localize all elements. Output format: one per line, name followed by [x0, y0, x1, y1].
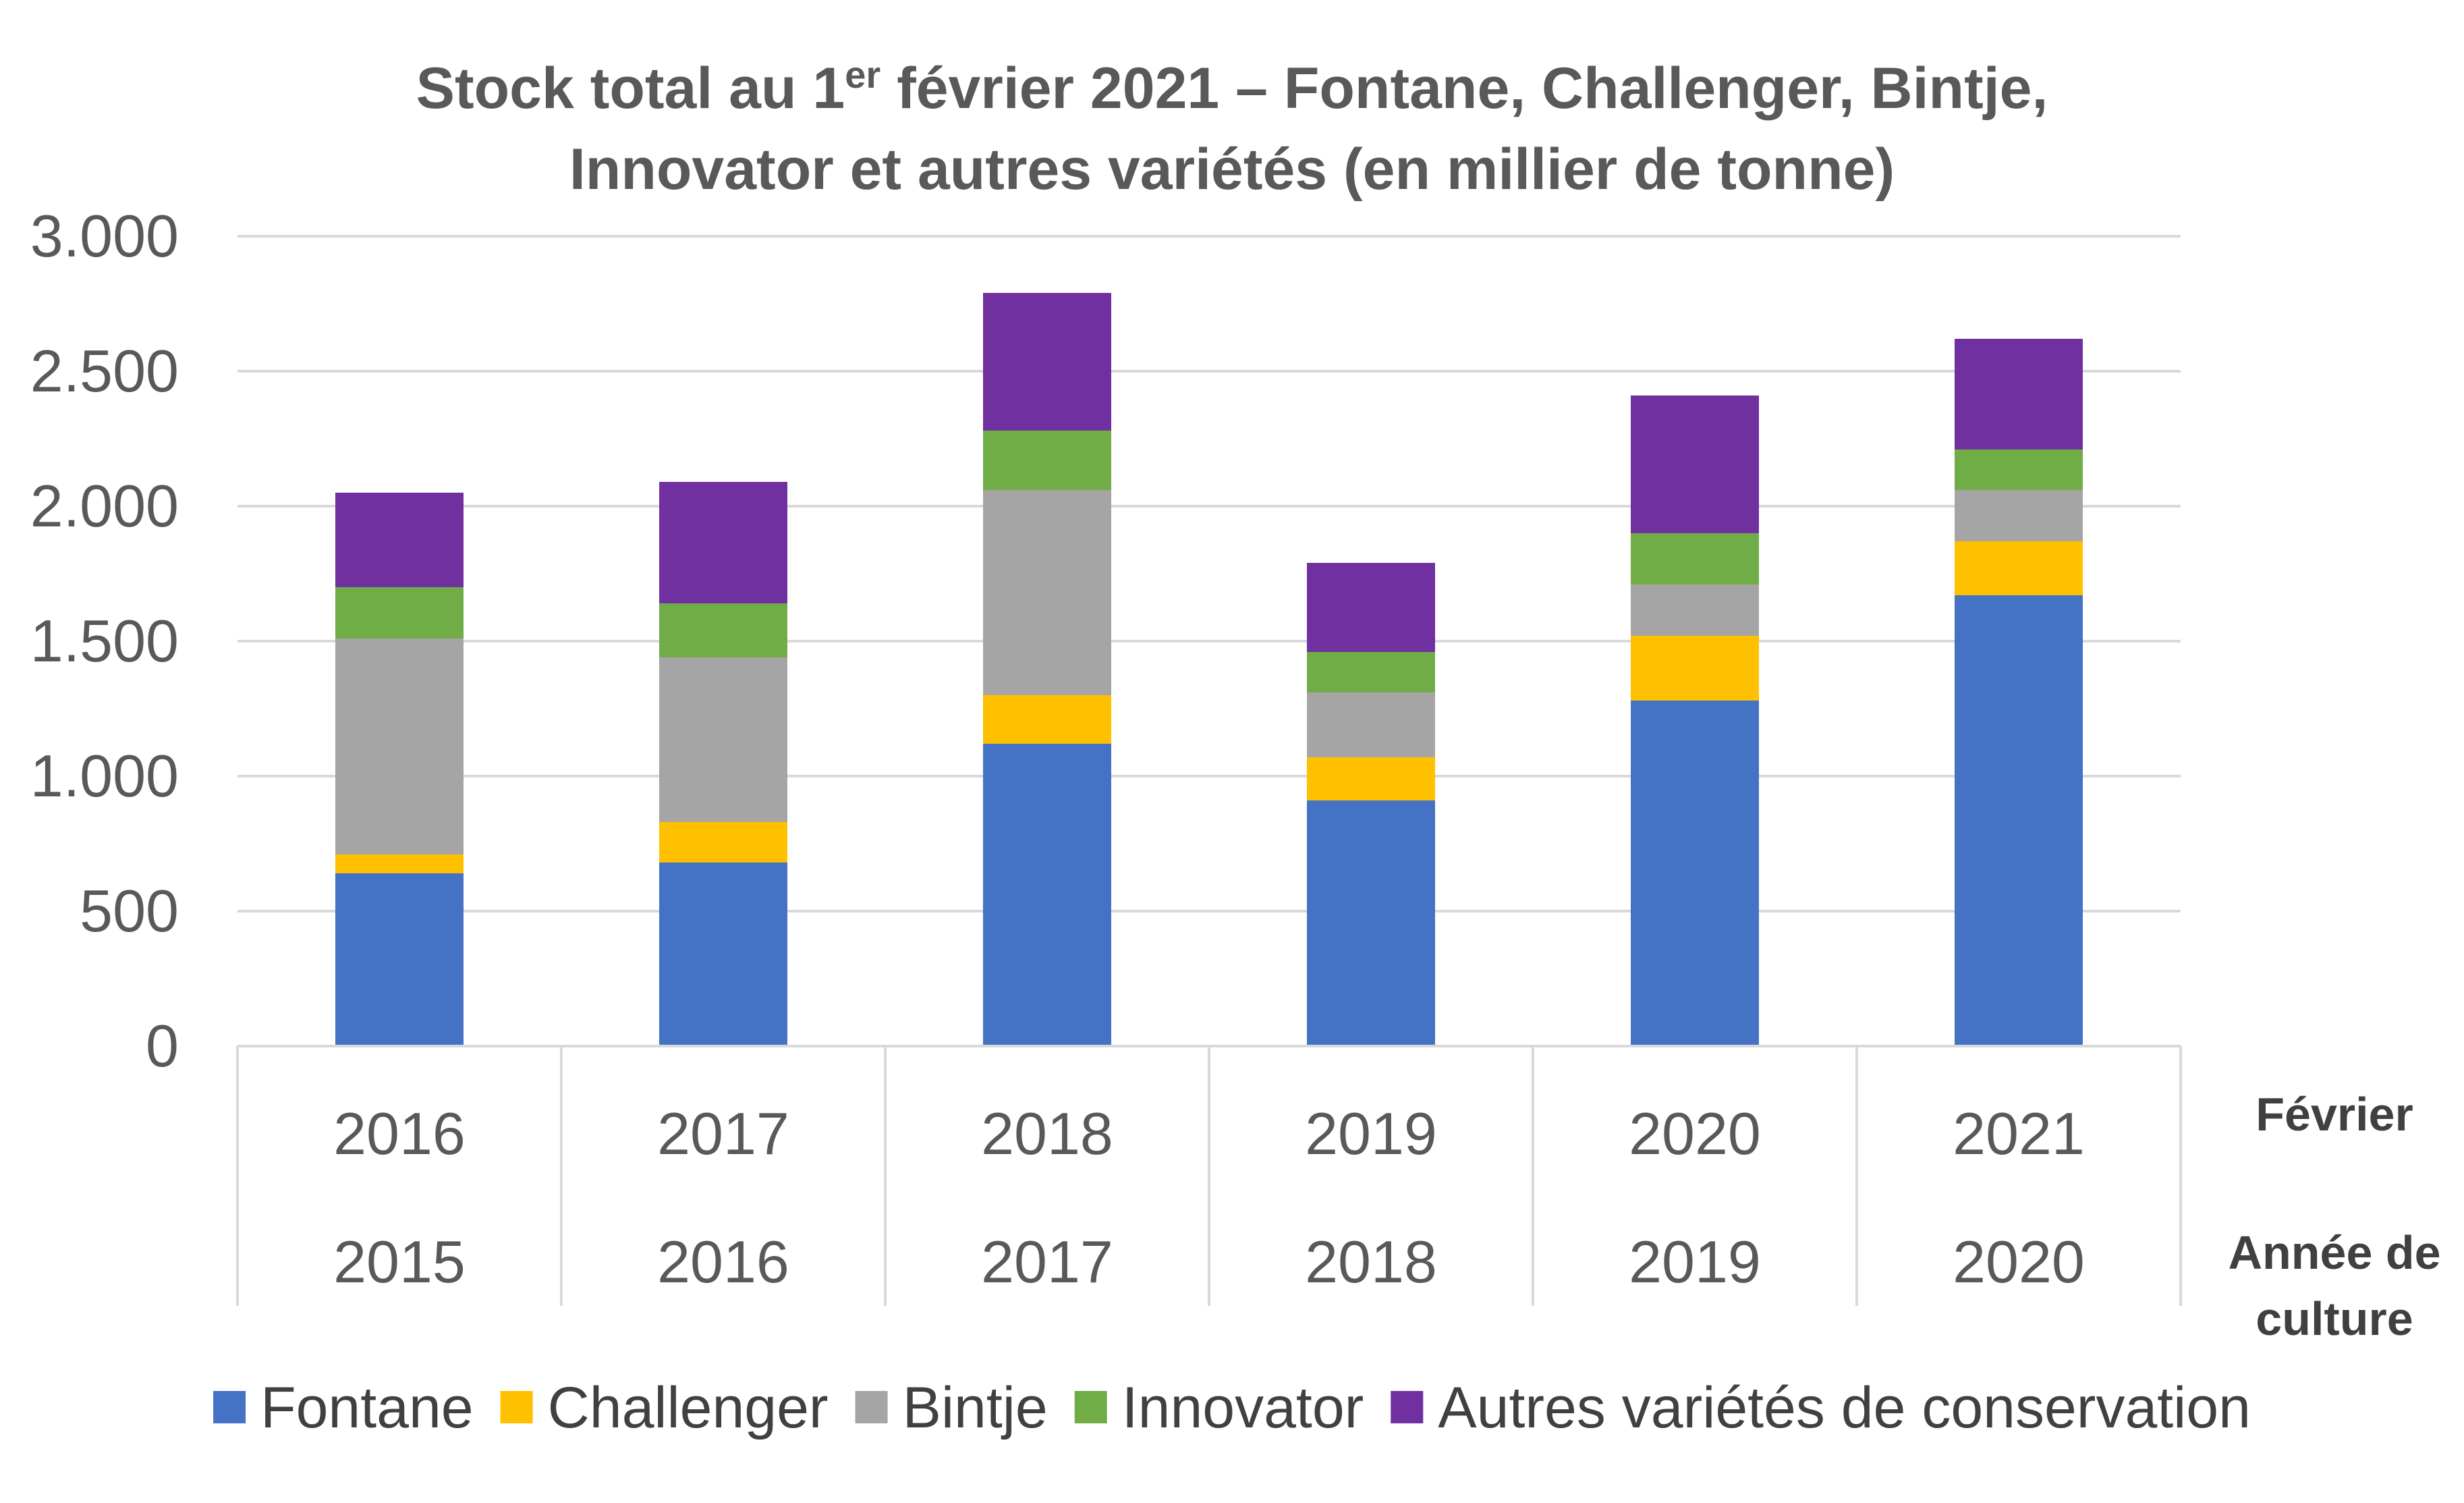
bar-bintje-2020 — [1631, 584, 1759, 636]
legend-label: Autres variétés de conservation — [1438, 1375, 2251, 1440]
legend-item-challenger: Challenger — [500, 1375, 829, 1440]
category-label-fevrier: 2020 — [1629, 1100, 1761, 1167]
x-axis — [236, 1045, 2182, 1306]
category-label-annee: 2020 — [1953, 1228, 2085, 1295]
bars — [335, 293, 2083, 1046]
bar-fontane-2019 — [1307, 800, 1435, 1046]
bar-autres-vari-t-s-de-conservation-2017 — [659, 482, 787, 603]
bar-innovator-2021 — [1955, 449, 2083, 490]
row-label-annee-line2: culture — [2256, 1292, 2413, 1345]
legend-label: Innovator — [1122, 1375, 1364, 1440]
bar-innovator-2020 — [1631, 533, 1759, 584]
bar-fontane-2018 — [983, 744, 1111, 1046]
category-label-fevrier: 2018 — [981, 1100, 1113, 1167]
bar-fontane-2021 — [1955, 595, 2083, 1046]
legend-label: Challenger — [548, 1375, 829, 1440]
legend-swatch — [1391, 1391, 1424, 1423]
bar-autres-vari-t-s-de-conservation-2020 — [1631, 395, 1759, 533]
bar-bintje-2019 — [1307, 692, 1435, 757]
gridlines — [237, 235, 2181, 912]
legend-swatch — [855, 1391, 888, 1423]
bar-challenger-2021 — [1955, 541, 2083, 595]
legend-item-autres-vari-t-s-de-conservation: Autres variétés de conservation — [1391, 1375, 2251, 1440]
legend: Fontane Challenger Bintje Innovator Autres v… — [213, 1375, 2251, 1440]
y-tick-label: 500 — [80, 877, 179, 944]
y-tick-label: 3.000 — [30, 202, 179, 269]
category-label-annee: 2017 — [981, 1228, 1113, 1295]
y-tick-label: 2.000 — [30, 472, 179, 539]
bar-bintje-2016 — [335, 638, 464, 854]
bar-challenger-2018 — [983, 695, 1111, 744]
category-label-annee: 2015 — [333, 1228, 466, 1295]
bar-fontane-2020 — [1631, 701, 1759, 1046]
bar-challenger-2016 — [335, 854, 464, 873]
category-label-fevrier: 2019 — [1305, 1100, 1437, 1167]
bar-innovator-2018 — [983, 431, 1111, 490]
y-tick-label: 2.500 — [30, 337, 179, 404]
category-label-fevrier: 2017 — [657, 1100, 789, 1167]
legend-swatch — [500, 1391, 533, 1423]
legend-label: Fontane — [260, 1375, 474, 1440]
category-label-annee: 2016 — [657, 1228, 789, 1295]
bar-bintje-2021 — [1955, 490, 2083, 541]
x-axis-row-labels: Février Année de culture — [2228, 1088, 2440, 1345]
legend-swatch — [213, 1391, 246, 1423]
bar-bintje-2017 — [659, 657, 787, 822]
bar-innovator-2019 — [1307, 652, 1435, 692]
legend-swatch — [1074, 1391, 1107, 1423]
chart-title: Stock total au 1er février 2021 – Fontan… — [416, 53, 2048, 202]
category-label-fevrier: 2021 — [1953, 1100, 2085, 1167]
bar-autres-vari-t-s-de-conservation-2019 — [1307, 563, 1435, 652]
legend-label: Bintje — [903, 1375, 1048, 1440]
bar-autres-vari-t-s-de-conservation-2021 — [1955, 339, 2083, 449]
legend-item-innovator: Innovator — [1074, 1375, 1364, 1440]
bar-innovator-2016 — [335, 587, 464, 638]
bar-challenger-2017 — [659, 822, 787, 863]
y-axis-ticks: 0 500 1.000 1.500 2.000 2.500 3.000 — [30, 202, 179, 1079]
bar-challenger-2020 — [1631, 636, 1759, 701]
chart-title-line1: Stock total au 1er février 2021 – Fontan… — [416, 53, 2048, 121]
row-label-annee-line1: Année de — [2228, 1226, 2440, 1279]
y-tick-label: 1.500 — [30, 607, 179, 674]
bar-autres-vari-t-s-de-conservation-2016 — [335, 493, 464, 587]
row-label-fevrier: Février — [2256, 1088, 2413, 1141]
x-axis-categories: 2016 2015 2017 2016 2018 2017 2019 2018 2020 2019… — [333, 1100, 2085, 1295]
legend-item-fontane: Fontane — [213, 1375, 474, 1440]
bar-innovator-2017 — [659, 603, 787, 657]
bar-challenger-2019 — [1307, 757, 1435, 800]
legend-item-bintje: Bintje — [855, 1375, 1048, 1440]
bar-autres-vari-t-s-de-conservation-2018 — [983, 293, 1111, 431]
chart-title-line2: Innovator et autres variétés (en millier… — [569, 137, 1895, 202]
category-label-fevrier: 2016 — [333, 1100, 466, 1167]
category-label-annee: 2019 — [1629, 1228, 1761, 1295]
category-label-annee: 2018 — [1305, 1228, 1437, 1295]
bar-fontane-2017 — [659, 863, 787, 1046]
bar-bintje-2018 — [983, 490, 1111, 695]
y-tick-label: 0 — [146, 1012, 179, 1079]
bar-fontane-2016 — [335, 873, 464, 1046]
y-tick-label: 1.000 — [30, 742, 179, 809]
